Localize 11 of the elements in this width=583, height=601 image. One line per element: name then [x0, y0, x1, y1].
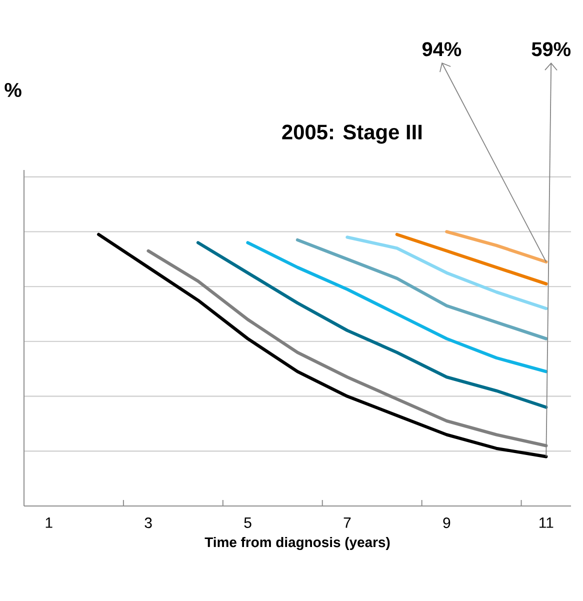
- x-tick-label: 3: [144, 518, 152, 528]
- x-tick-label: 11: [540, 518, 554, 528]
- x-tick-label: 9: [443, 518, 450, 528]
- x-axis-title: Time from diagnosis (years): [204, 536, 390, 550]
- x-tick-label: 7: [344, 518, 351, 528]
- x-tick-label: 1: [46, 518, 52, 528]
- text: %: [4, 82, 22, 98]
- annotation: 59%: [532, 42, 571, 56]
- chart-title: 2005: Stage III: [282, 124, 422, 144]
- annotation: 94%: [422, 42, 462, 56]
- x-tick-label: 5: [244, 518, 252, 528]
